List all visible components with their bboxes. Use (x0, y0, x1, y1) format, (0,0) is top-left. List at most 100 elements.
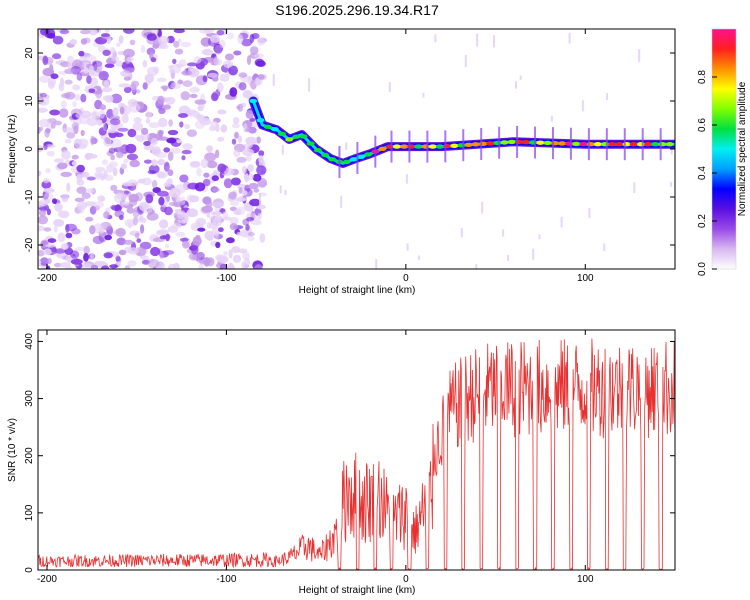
spectrogram-noise-blob (99, 226, 105, 234)
spectrogram-noise-blob (104, 29, 110, 34)
spectrogram-noise-blob (245, 224, 250, 231)
spectrogram-noise-blob (60, 100, 67, 109)
x-tick-label: 100 (577, 273, 594, 284)
tone-segment (486, 141, 495, 146)
spectrogram-noise-blob (164, 243, 170, 249)
tone-segment (457, 143, 466, 148)
spectrogram-noise-blob (200, 158, 209, 169)
spectrogram-noise-blob (159, 219, 169, 229)
spectrogram-noise-blob (88, 65, 95, 76)
spectrogram-noise-blob (227, 262, 234, 269)
spectrogram-noise-blob (74, 197, 85, 202)
y-tick-label: 0 (24, 146, 35, 152)
spectrogram-noise-blob (167, 64, 174, 70)
spectrogram-noise-blob (254, 264, 263, 269)
spectrogram-streak (502, 229, 505, 237)
spectrogram-noise-blob (94, 201, 104, 209)
spectrogram-streak (560, 216, 563, 228)
spectrogram-streak (388, 82, 391, 92)
spectrogram-noise-blob (178, 113, 188, 118)
spectrogram-noise-blob (210, 92, 219, 102)
spectrogram-streak (340, 195, 343, 208)
spectrogram-noise-blob (126, 56, 134, 63)
spectrogram-noise-blob (186, 208, 198, 218)
spectrogram-noise-blob (74, 246, 85, 251)
snr-plot-area (38, 338, 675, 570)
spectrogram-noise-blob (231, 138, 237, 145)
spectrogram-streak (308, 78, 311, 92)
spectrogram-noise-blob (182, 143, 193, 150)
spectrogram-noise-blob (86, 176, 96, 181)
spectrogram-noise-blob (191, 245, 199, 255)
spectrogram-streak (670, 145, 673, 155)
spectrogram-noise-blob (127, 99, 138, 107)
spectrogram-noise-blob (147, 259, 160, 269)
spectrogram-noise-blob (72, 84, 81, 91)
spectrogram-noise-blob (123, 29, 135, 34)
spectrogram-noise-blob (165, 233, 170, 242)
spectrogram-noise-blob (143, 144, 155, 151)
spectrogram-noise-blob (248, 232, 255, 237)
spectrogram-streak (405, 174, 408, 184)
spectrogram-noise-blob (175, 196, 182, 203)
spectrogram-spike (569, 127, 572, 160)
spectrogram-noise-blob (43, 188, 55, 193)
spectrogram-noise-blob (84, 152, 93, 161)
spectrogram-noise-blob (86, 75, 92, 85)
spectrogram-noise-blob (170, 147, 181, 154)
spectrogram-noise-blob (90, 154, 98, 159)
spectrogram-noise-blob (38, 126, 41, 134)
spectrogram-noise-blob (112, 167, 118, 177)
tone-segment (435, 144, 444, 149)
spectrogram-noise-blob (129, 39, 136, 46)
spectrogram-noise-blob (65, 223, 77, 232)
spectrogram-noise-blob (133, 117, 142, 124)
spectrogram-noise-blob (57, 232, 66, 243)
spectrogram-noise-blob (259, 233, 266, 243)
x-tick-label: 100 (577, 574, 594, 585)
spectrogram-streak (272, 74, 275, 86)
tone-segment (579, 141, 588, 147)
spectrogram-noise-blob (165, 96, 176, 105)
spectrogram-noise-blob (181, 149, 192, 155)
spectrogram-streak (281, 145, 284, 155)
spectrogram-noise-blob (237, 34, 244, 44)
tone-segment (507, 139, 516, 145)
spectrogram-noise-blob (209, 34, 221, 43)
spectrogram-spike (551, 127, 554, 160)
spectrogram-noise-blob (219, 263, 228, 269)
colorbar-tick-label: 0.0 (697, 262, 708, 276)
spectrogram-noise-blob (202, 178, 211, 187)
tone-segment (450, 143, 459, 148)
tone-segment (306, 141, 315, 146)
spectrogram-noise-blob (71, 154, 79, 160)
spectrogram-noise-blob (106, 164, 114, 173)
spectrogram-noise-blob (132, 216, 138, 226)
spectrogram-spike (480, 127, 483, 160)
spectrogram-noise-blob (89, 29, 98, 36)
spectrogram-noise-blob (229, 223, 238, 231)
spectrogram-noise-blob (121, 201, 130, 206)
spectrogram-noise-blob (129, 83, 137, 93)
spectrogram-noise-blob (248, 182, 259, 190)
spectrogram-y-ticks: -20 -10 0 10 20 (24, 47, 675, 252)
spectrogram-noise-blob (252, 173, 262, 182)
tone-segment (263, 124, 272, 129)
spectrogram-spike (516, 125, 519, 158)
spectrogram-noise-blob (58, 210, 70, 219)
spectrogram-noise-blob (256, 136, 261, 144)
spectrogram-noise-blob (197, 227, 206, 232)
tone-segment (658, 142, 667, 147)
spectrogram-noise-blob (244, 173, 250, 183)
spectrogram-noise-blob (101, 33, 110, 38)
tone-segment (270, 127, 279, 132)
spectrogram-noise-blob (232, 254, 242, 263)
spectrogram-noise-blob (92, 111, 97, 119)
spectrogram-noise-blob (39, 206, 48, 211)
spectrogram-noise-blob (181, 70, 192, 76)
spectrogram-noise-blob (67, 55, 74, 65)
spectrogram-noise-blob (251, 33, 260, 39)
spectrogram-noise-blob (97, 195, 106, 203)
spectrogram-noise-blob (151, 159, 158, 167)
